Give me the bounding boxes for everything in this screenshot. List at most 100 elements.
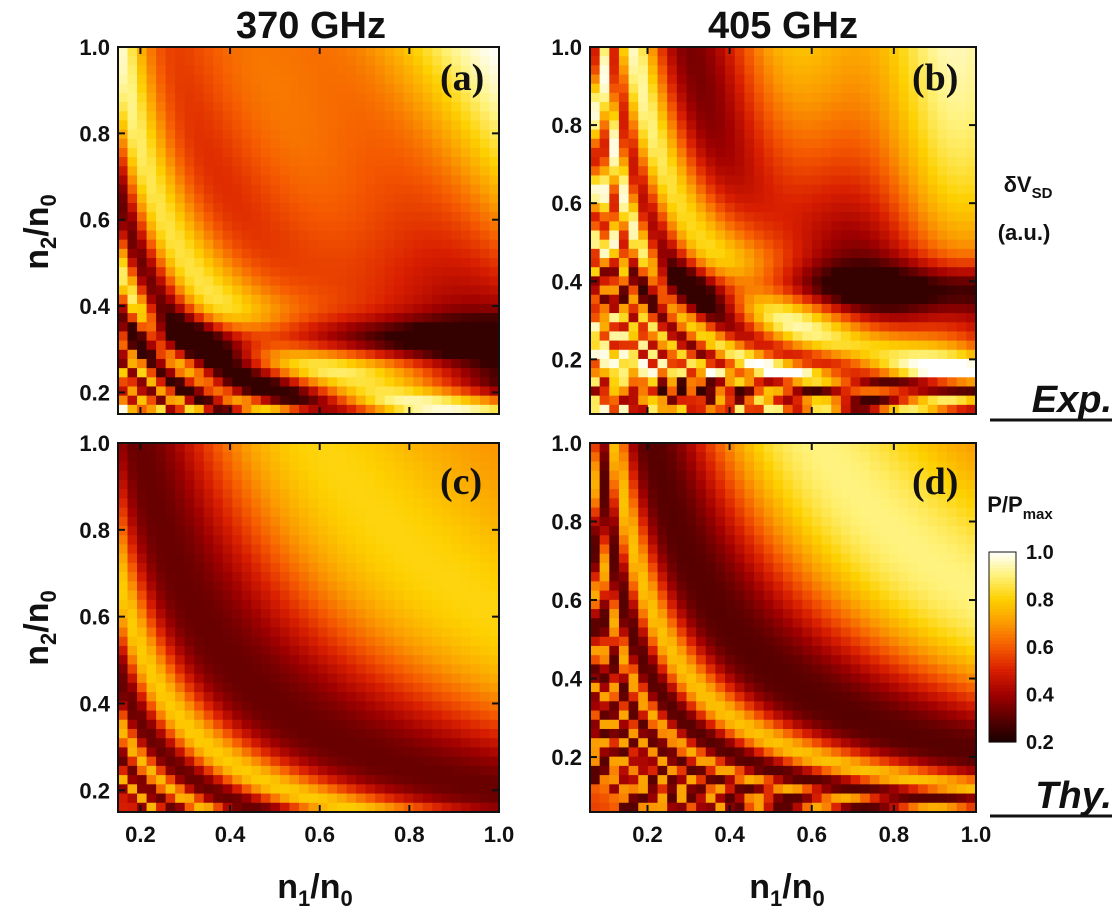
heat-cell: [203, 111, 214, 122]
heat-cell: [918, 202, 929, 213]
heat-cell: [599, 452, 610, 463]
heat-cell: [327, 157, 338, 167]
heat-cell: [270, 756, 281, 767]
heat-cell: [251, 267, 262, 277]
heat-cell: [657, 65, 668, 76]
heat-cell: [840, 386, 852, 397]
heat-cell: [460, 193, 472, 204]
heat-cell: [222, 784, 233, 795]
heat-cell: [203, 701, 214, 712]
heat-cell: [241, 386, 252, 397]
heat-cell: [232, 331, 243, 342]
heat-cell: [831, 322, 842, 333]
heat-cell: [609, 358, 620, 369]
heat-cell: [599, 802, 610, 813]
heat-cell: [146, 322, 157, 333]
heat-cell: [298, 645, 310, 656]
heat-cell: [318, 294, 329, 305]
heat-cell: [898, 47, 910, 57]
heat-cell: [308, 202, 319, 213]
heat-cell: [590, 83, 601, 94]
heat-cell: [298, 507, 310, 518]
heat-cell: [213, 728, 224, 739]
heat-cell: [638, 102, 649, 112]
heat-cell: [394, 507, 405, 518]
heat-cell: [298, 627, 310, 638]
heat-cell: [241, 129, 252, 140]
heat-cell: [365, 516, 376, 527]
heat-cell: [127, 193, 138, 204]
heat-cell: [375, 719, 386, 730]
heat-cell: [966, 267, 977, 277]
heat-cell: [346, 618, 357, 629]
heat-cell: [146, 719, 157, 730]
heat-cell: [175, 599, 186, 610]
heat-cell: [413, 701, 424, 712]
heat-cell: [403, 701, 414, 712]
heat-cell: [676, 193, 688, 204]
heat-cell: [318, 74, 329, 85]
heat-cell: [327, 129, 338, 140]
heat-cell: [165, 368, 176, 378]
heat-cell: [927, 212, 938, 222]
heat-cell: [270, 479, 281, 490]
heat-cell: [222, 147, 233, 158]
heat-cell: [213, 322, 224, 333]
heat-cell: [251, 682, 262, 693]
heat-cell: [298, 349, 310, 360]
heat-cell: [628, 111, 639, 122]
heat-cell: [802, 313, 813, 323]
heat-cell: [590, 129, 601, 140]
heat-cell: [599, 83, 610, 94]
heat-cell: [441, 175, 452, 186]
heat-cell: [705, 230, 717, 241]
heat-cell: [318, 516, 329, 527]
heat-cell: [308, 562, 319, 573]
heat-cell: [327, 489, 338, 499]
heat-cell: [609, 645, 620, 656]
heat-cell: [146, 728, 157, 739]
heat-cell: [213, 74, 224, 85]
heat-cell: [232, 618, 243, 629]
heat-cell: [676, 294, 688, 305]
heat-cell: [744, 157, 755, 167]
heat-cell: [647, 368, 659, 378]
heat-cell: [413, 692, 424, 702]
heat-cell: [127, 738, 138, 749]
heat-cell: [232, 111, 243, 122]
heat-cell: [811, 285, 823, 296]
heat-cell: [356, 83, 367, 94]
heat-cell: [460, 56, 472, 66]
heat-cell: [628, 526, 639, 536]
heat-cell: [251, 395, 262, 406]
heat-cell: [260, 572, 272, 582]
heat-cell: [840, 322, 852, 333]
heat-cell: [802, 239, 813, 250]
heat-cell: [175, 443, 186, 453]
heat-cell: [734, 111, 745, 122]
heat-cell: [470, 349, 481, 360]
heat-cell: [356, 673, 367, 684]
heat-cell: [432, 230, 443, 241]
heat-cell: [850, 358, 861, 369]
heat-cell: [222, 618, 233, 629]
heat-cell: [763, 147, 774, 158]
heat-cell: [441, 395, 452, 406]
heat-cell: [657, 267, 668, 277]
heat-cell: [441, 248, 452, 259]
heat-cell: [811, 147, 823, 158]
heat-cell: [609, 701, 620, 712]
heat-cell: [222, 664, 233, 675]
heat-cell: [937, 111, 948, 122]
heat-cell: [156, 331, 167, 342]
heat-cell: [744, 47, 755, 57]
heat-cell: [869, 331, 881, 342]
heat-cell: [137, 636, 148, 647]
heat-cell: [403, 267, 414, 277]
heat-cell: [175, 682, 186, 693]
heat-cell: [628, 276, 639, 287]
heat-cell: [590, 461, 601, 472]
heat-cell: [308, 368, 319, 378]
heat-cell: [947, 120, 958, 131]
heat-cell: [127, 507, 138, 518]
